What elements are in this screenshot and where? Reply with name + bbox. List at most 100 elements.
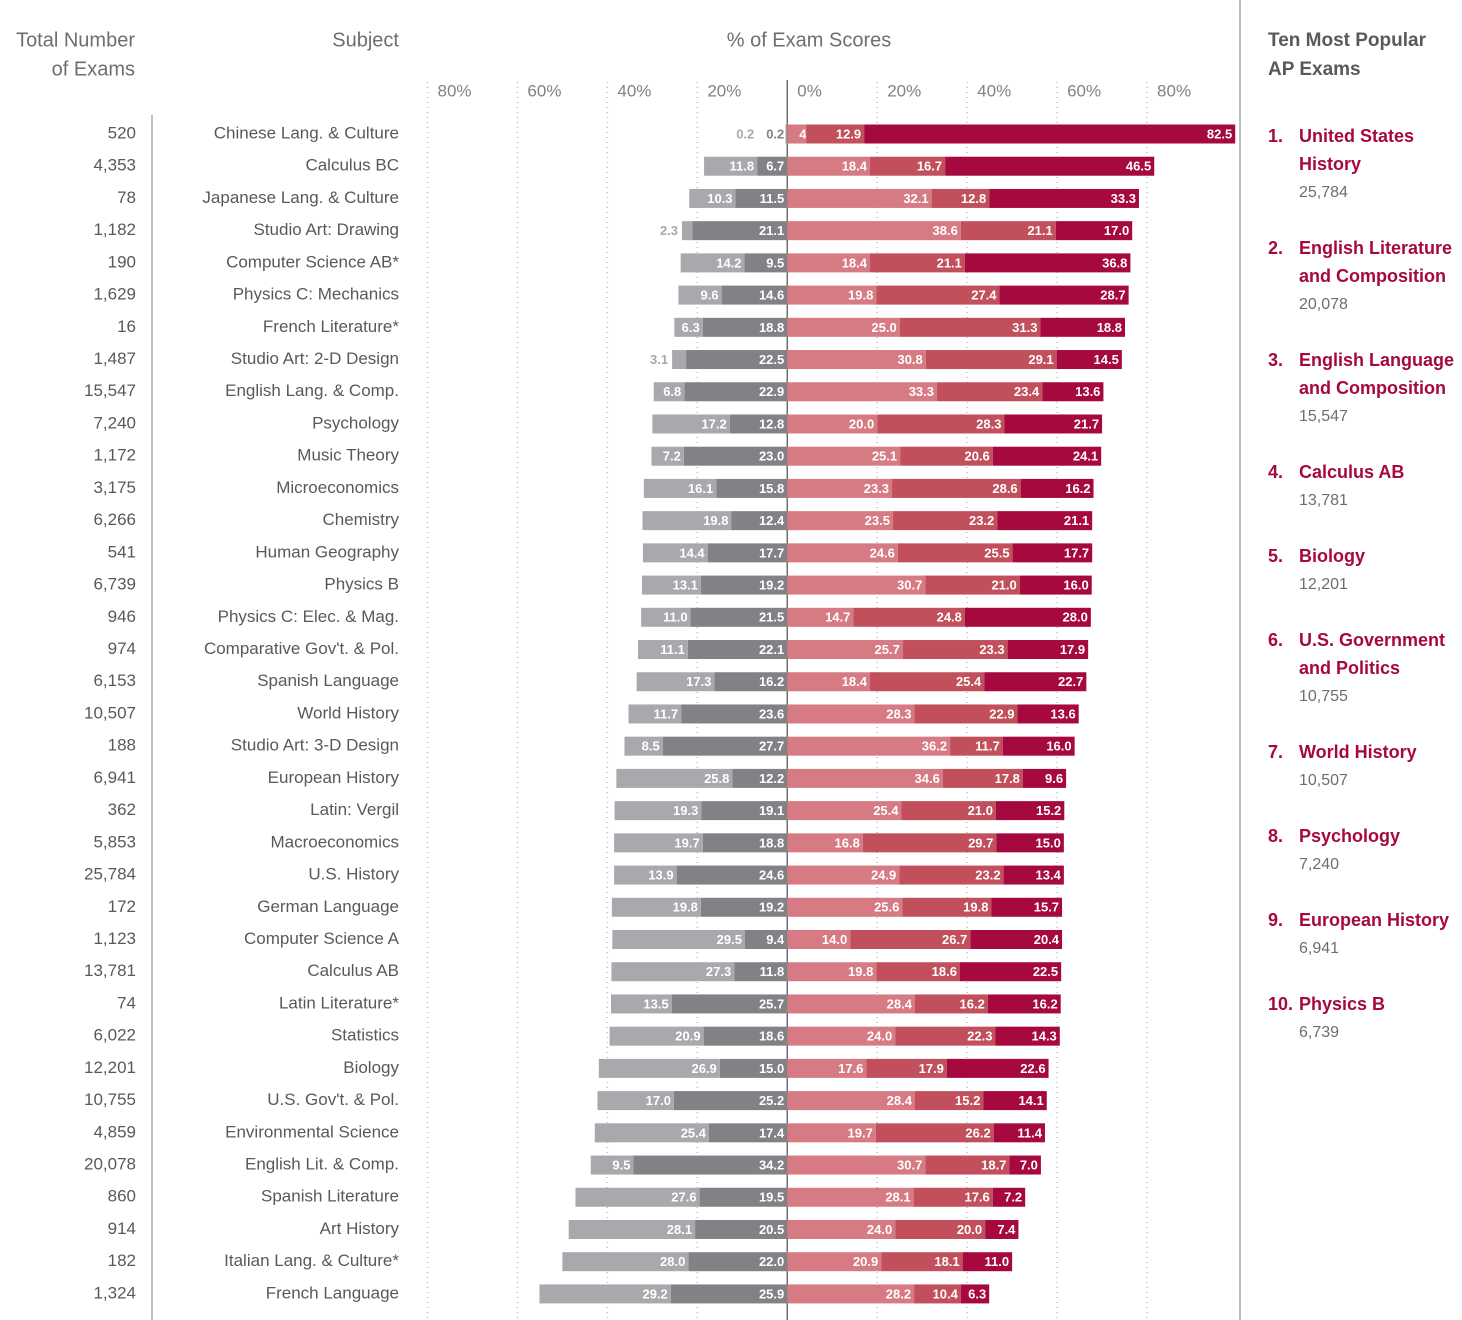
x-tick-label: 40%	[977, 81, 1011, 100]
bar-segment	[987, 994, 1061, 1014]
exam-count: 12,201	[1299, 576, 1348, 593]
subject-label: Biology	[343, 1058, 399, 1077]
bar-segment	[562, 1252, 689, 1272]
bar-segment	[914, 994, 988, 1014]
total-label: 16	[117, 317, 136, 336]
bar-segment	[862, 833, 997, 853]
bar-segment	[892, 478, 1021, 498]
data-label: 20.6	[964, 449, 989, 464]
bar-segment	[1017, 704, 1079, 724]
data-label: 22.5	[1033, 964, 1058, 979]
data-label: 14.7	[825, 610, 850, 625]
bar-segment	[946, 1058, 1049, 1078]
data-label: 23.2	[969, 513, 994, 528]
data-label: 16.2	[1032, 996, 1057, 1011]
data-label: 27.3	[706, 964, 731, 979]
total-label: 520	[108, 123, 136, 142]
bar-segment	[937, 382, 1043, 402]
bar-segment	[642, 543, 708, 563]
bar-segment	[1007, 640, 1089, 660]
data-label: 21.0	[991, 578, 1016, 593]
bar-segment	[707, 543, 788, 563]
bar-segment	[611, 962, 735, 982]
data-label: 29.2	[642, 1286, 667, 1301]
subject-label: U.S. Gov't. & Pol.	[267, 1090, 399, 1109]
data-label: 17.7	[759, 545, 784, 560]
subject-label: Art History	[320, 1219, 400, 1238]
data-label: 22.9	[759, 384, 784, 399]
data-label: 24.0	[867, 1222, 892, 1237]
total-label: 12,201	[84, 1058, 136, 1077]
data-label: 21.7	[1074, 416, 1099, 431]
data-label: 28.6	[992, 481, 1017, 496]
bar-segment	[970, 930, 1063, 949]
bar-segment	[787, 768, 943, 788]
bar-segment	[914, 704, 1018, 724]
subject-label: Music Theory	[297, 446, 399, 465]
data-label: 18.7	[981, 1157, 1006, 1172]
bar-segment	[787, 1284, 915, 1304]
data-label: 17.0	[1104, 223, 1129, 238]
total-label: 914	[108, 1219, 136, 1238]
data-label: 25.7	[759, 996, 784, 1011]
exam-name: World History	[1299, 742, 1417, 762]
total-label: 182	[108, 1251, 136, 1270]
bar-segment	[1009, 1155, 1041, 1175]
data-label: 11.8	[730, 159, 755, 174]
data-label: 17.7	[1064, 545, 1089, 560]
bar-segment	[787, 1091, 915, 1111]
data-label: 10.4	[933, 1286, 959, 1301]
data-label: 11.8	[760, 964, 785, 979]
bar-segment	[671, 994, 788, 1014]
exam-count: 10,507	[1299, 772, 1348, 789]
data-label: 12.8	[759, 416, 784, 431]
bar-segment	[925, 350, 1057, 370]
data-label: 30.8	[897, 352, 922, 367]
bar-segment	[787, 833, 863, 853]
bar-segment	[900, 446, 993, 466]
bar-segment	[870, 672, 985, 692]
data-label: 11.0	[985, 1254, 1010, 1269]
bar-segment	[875, 1123, 994, 1143]
bar-segment	[787, 511, 893, 531]
bar-segment	[942, 768, 1023, 788]
data-label: 16.0	[1063, 578, 1088, 593]
bar-segment	[700, 897, 788, 917]
total-label: 25,784	[84, 865, 136, 884]
data-label: 17.8	[995, 771, 1020, 786]
subject-label: Studio Art: 3-D Design	[231, 736, 399, 755]
bar-segment	[787, 414, 878, 434]
data-label: 19.8	[963, 900, 988, 915]
data-label: 18.6	[932, 964, 957, 979]
bar-segment	[539, 1284, 671, 1304]
data-label: 17.3	[686, 674, 711, 689]
subject-label: Physics C: Mechanics	[233, 285, 399, 304]
data-label: 19.2	[759, 900, 784, 915]
bar-segment	[642, 511, 732, 531]
rank: 9.	[1268, 910, 1283, 930]
bar-segment	[787, 1123, 876, 1143]
data-label: 9.5	[612, 1157, 630, 1172]
total-label: 13,781	[84, 961, 136, 980]
data-label: 23.0	[759, 449, 784, 464]
bar-segment	[785, 124, 787, 144]
rank: 1.	[1268, 126, 1283, 146]
data-label: 25.1	[872, 449, 897, 464]
data-label: 36.2	[922, 739, 947, 754]
bar-segment	[628, 704, 682, 724]
bar-segment	[993, 1123, 1045, 1143]
subject-label: Environmental Science	[225, 1122, 399, 1141]
bar-segment	[787, 382, 938, 402]
total-label: 10,507	[84, 703, 136, 722]
bar-segment	[787, 897, 903, 917]
bar-segment	[731, 511, 788, 531]
subject-label: Physics C: Elec. & Mag.	[218, 607, 399, 626]
bar-segment	[1056, 350, 1122, 370]
total-label: 15,547	[84, 381, 136, 400]
bar-segment	[787, 736, 951, 756]
bar-segment	[673, 1091, 788, 1111]
bar-segment	[716, 478, 788, 498]
bar-segment	[686, 350, 788, 370]
subject-label: Chemistry	[322, 510, 399, 529]
bar-segment	[688, 1252, 788, 1272]
